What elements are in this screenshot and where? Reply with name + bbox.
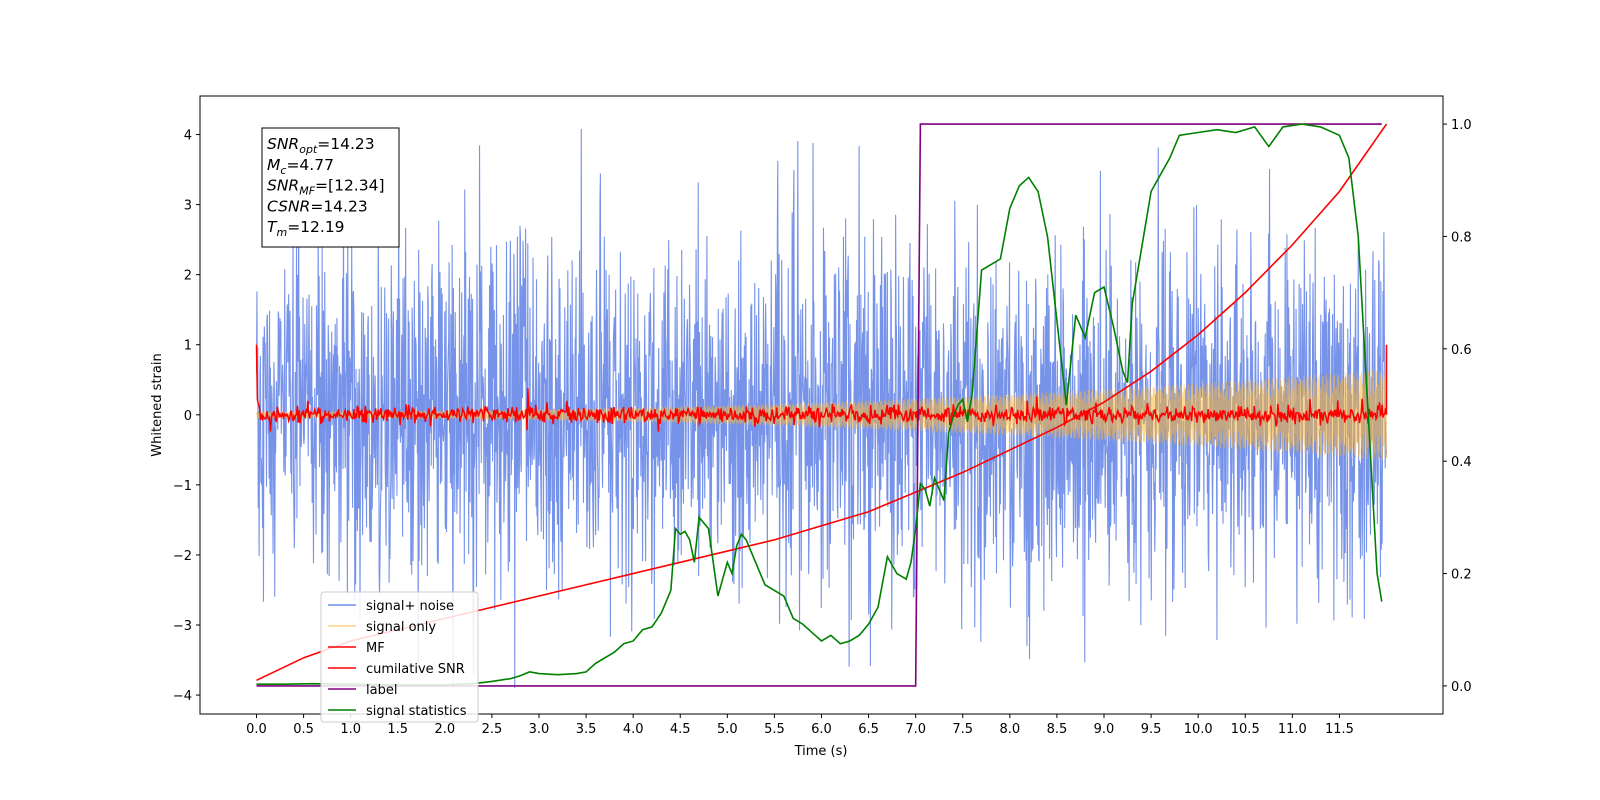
x-tick-label: 1.0 (340, 722, 361, 737)
mf-line (255, 344, 1388, 432)
x-tick-label: 4.0 (623, 722, 644, 737)
annotation-line: CSNR=14.23 (267, 197, 368, 215)
signal-only-line (256, 369, 1387, 460)
x-tick-label: 8.0 (999, 722, 1020, 737)
x-tick-label: 4.5 (670, 722, 691, 737)
x-tick-label: 9.5 (1141, 722, 1162, 737)
y-right-tick-label: 1.0 (1451, 118, 1472, 133)
signal-only-series (256, 369, 1387, 460)
x-axis-label: Time (s) (794, 744, 848, 759)
y-right-tick-label: 0.2 (1451, 568, 1472, 583)
x-tick-label: 3.5 (576, 722, 597, 737)
x-tick-label: 0.0 (246, 722, 267, 737)
legend-label: MF (366, 641, 385, 656)
y-left-tick-label: −2 (173, 549, 192, 564)
x-tick-label: 6.0 (811, 722, 832, 737)
annotation-line: SNRMF=[12.34] (267, 177, 385, 198)
left-axis-ticks: 4 3 2 1 0 −1 −2 −3 −4 (173, 129, 200, 704)
y-axis-label: Whitened strain (150, 353, 165, 456)
x-tick-label: 9.0 (1094, 722, 1115, 737)
x-tick-label: 2.0 (434, 722, 455, 737)
x-tick-label: 8.5 (1047, 722, 1068, 737)
legend-label: label (366, 683, 397, 698)
y-left-tick-label: 1 (184, 339, 192, 354)
x-tick-label: 3.0 (529, 722, 550, 737)
y-right-tick-label: 0.6 (1451, 343, 1472, 358)
y-right-tick-label: 0.8 (1451, 230, 1472, 245)
signal-noise-series (255, 128, 1388, 689)
signal-noise-line (255, 128, 1388, 689)
label-line (256, 123, 1382, 687)
x-tick-label: 5.5 (764, 722, 785, 737)
legend-label: signal only (366, 620, 436, 635)
annotation-box: SNRopt=14.23Mc=4.77SNRMF=[12.34]CSNR=14.… (261, 127, 400, 248)
x-tick-label: 7.0 (905, 722, 926, 737)
x-tick-label: 1.5 (387, 722, 408, 737)
y-left-tick-label: −1 (173, 479, 192, 494)
x-tick-label: 0.5 (293, 722, 314, 737)
x-tick-label: 11.5 (1325, 722, 1354, 737)
legend-label: cumilative SNR (366, 662, 465, 677)
annotation-line: SNRopt=14.23 (267, 135, 375, 156)
x-tick-label: 6.5 (858, 722, 879, 737)
y-right-tick-label: 0.4 (1451, 455, 1472, 470)
x-axis-ticks: 0.0 0.5 1.0 1.5 2.0 2.5 3.0 3.5 4.0 4.5 5.0 5.5 6.0 6… (246, 714, 1354, 737)
signal-statistics-line (256, 123, 1383, 686)
x-tick-label: 7.5 (952, 722, 973, 737)
x-tick-label: 10.5 (1231, 722, 1260, 737)
y-left-tick-label: 3 (184, 199, 192, 214)
legend-label: signal+ noise (366, 599, 454, 614)
legend-label: signal statistics (366, 704, 467, 719)
x-tick-label: 5.0 (717, 722, 738, 737)
y-right-tick-label: 0.0 (1451, 680, 1472, 695)
legend: signal+ noise signal only MF cumilative SNR… (320, 591, 479, 723)
x-tick-label: 11.0 (1278, 722, 1307, 737)
mf-series (255, 344, 1388, 432)
x-tick-label: 10.0 (1184, 722, 1213, 737)
y-left-tick-label: 4 (184, 129, 192, 144)
y-left-tick-label: −4 (173, 689, 192, 704)
right-axis-ticks: 1.0 0.8 0.6 0.4 0.2 0.0 (1443, 118, 1472, 695)
annotation-line: Mc=4.77 (267, 156, 334, 177)
y-left-tick-label: 0 (184, 409, 192, 424)
annotation-line: Tm=12.19 (267, 218, 345, 239)
x-tick-label: 2.5 (482, 722, 503, 737)
y-left-tick-label: −3 (173, 619, 192, 634)
y-left-tick-label: 2 (184, 269, 192, 284)
